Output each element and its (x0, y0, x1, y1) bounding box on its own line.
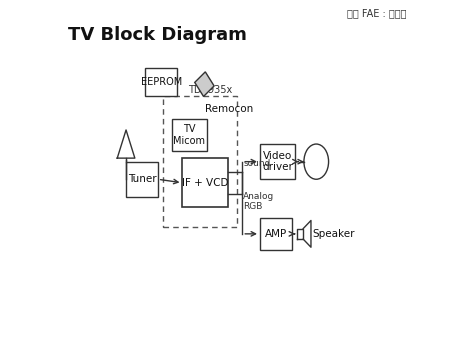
Text: AMP: AMP (264, 229, 287, 239)
FancyBboxPatch shape (146, 68, 177, 97)
Text: Analog
RGB: Analog RGB (243, 192, 274, 211)
Ellipse shape (304, 144, 328, 179)
Text: 담당 FAE : 원인동: 담당 FAE : 원인동 (346, 9, 406, 18)
Text: Speaker: Speaker (313, 229, 355, 239)
Text: sound: sound (243, 159, 271, 168)
Text: IF + VCD: IF + VCD (182, 178, 228, 188)
FancyBboxPatch shape (172, 119, 207, 151)
FancyBboxPatch shape (260, 144, 295, 179)
Text: TV
Micom: TV Micom (173, 125, 205, 146)
Text: Video
driver: Video driver (262, 151, 293, 173)
Text: Tuner: Tuner (128, 174, 156, 184)
Text: Remocon: Remocon (205, 104, 254, 114)
Text: TDA935x: TDA935x (188, 85, 232, 95)
Text: EEPROM: EEPROM (141, 77, 182, 87)
Polygon shape (195, 72, 214, 97)
FancyBboxPatch shape (260, 218, 292, 250)
FancyBboxPatch shape (126, 162, 158, 197)
FancyBboxPatch shape (182, 158, 228, 207)
Text: TV Block Diagram: TV Block Diagram (68, 26, 247, 44)
